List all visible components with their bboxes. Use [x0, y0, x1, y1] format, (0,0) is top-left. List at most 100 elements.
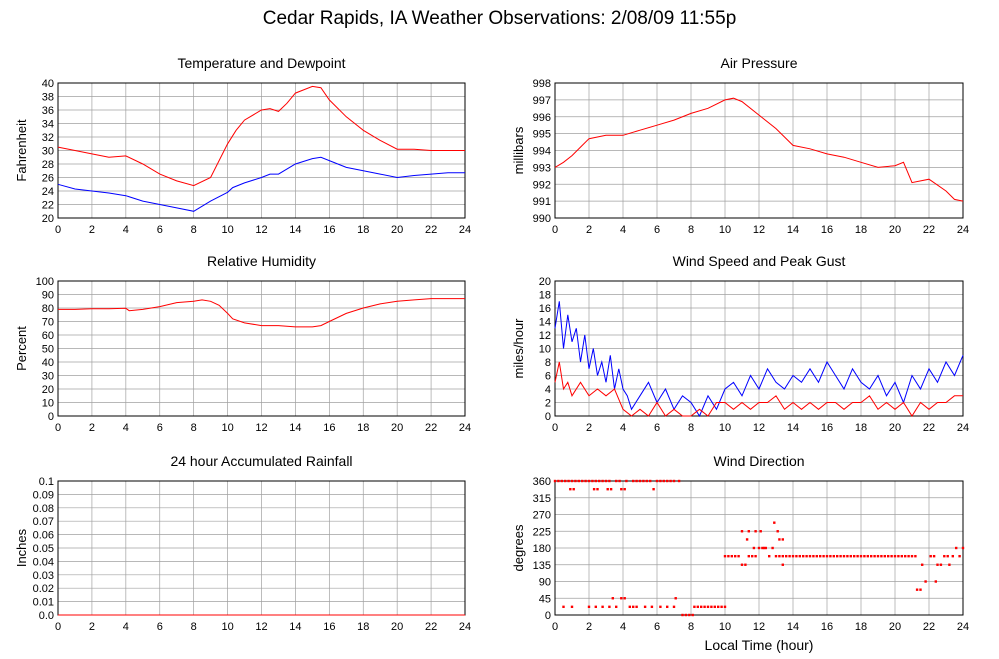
- y-tick-label: 26: [42, 173, 54, 185]
- data-point: [870, 554, 873, 558]
- data-point: [825, 554, 829, 558]
- y-tick-label: 10: [42, 398, 54, 410]
- data-point: [819, 554, 822, 558]
- data-point: [677, 479, 681, 483]
- x-tick-label: 22: [923, 422, 935, 434]
- y-tick-label: 994: [533, 146, 551, 158]
- x-tick-label: 0: [55, 621, 61, 633]
- y-tick-label: 40: [42, 78, 54, 90]
- y-tick-label: 0.06: [33, 530, 54, 542]
- data-point: [591, 479, 594, 483]
- y-tick-label: 90: [42, 290, 54, 302]
- x-tick-label: 18: [855, 621, 867, 633]
- series-line-0: [554, 97, 964, 202]
- data-point: [723, 605, 727, 609]
- y-tick-label: 18: [539, 290, 551, 302]
- data-point: [681, 613, 684, 617]
- chart-title: Wind Speed and Peak Gust: [673, 253, 846, 269]
- plot-frame: [554, 82, 964, 219]
- data-point: [587, 479, 591, 483]
- x-tick-label: 22: [425, 621, 437, 633]
- y-tick-label: 360: [533, 476, 551, 488]
- data-point: [948, 563, 951, 566]
- x-tick-label: 10: [719, 224, 731, 236]
- y-axis-label: millibars: [511, 126, 526, 174]
- data-point: [650, 605, 654, 609]
- x-tick-label: 24: [957, 224, 969, 236]
- x-tick-label: 10: [221, 422, 233, 434]
- x-tick-label: 16: [323, 224, 335, 236]
- x-tick-label: 24: [459, 422, 471, 434]
- data-point: [635, 479, 638, 483]
- data-point: [798, 554, 801, 558]
- data-point: [754, 530, 757, 533]
- chart-title: 24 hour Accumulated Rainfall: [170, 453, 352, 469]
- y-tick-label: 30: [42, 146, 54, 158]
- x-tick-label: 18: [855, 422, 867, 434]
- x-tick-label: 8: [688, 422, 694, 434]
- y-tick-label: 4: [545, 384, 551, 396]
- data-point: [795, 554, 798, 558]
- x-tick-label: 4: [123, 621, 129, 633]
- data-point: [688, 613, 691, 617]
- data-point: [652, 487, 655, 491]
- data-point: [727, 554, 730, 558]
- x-tick-label: 14: [289, 422, 301, 434]
- data-point: [594, 479, 597, 483]
- x-tick-label: 2: [89, 621, 95, 633]
- data-point: [808, 554, 812, 558]
- data-point: [876, 554, 880, 558]
- data-point: [751, 554, 754, 558]
- data-point: [625, 479, 628, 483]
- y-tick-label: 10: [539, 344, 551, 356]
- y-tick-label: 995: [533, 129, 551, 141]
- series-line-0: [57, 85, 465, 187]
- x-tick-label: 18: [357, 224, 369, 236]
- data-point: [745, 538, 749, 541]
- y-tick-label: 990: [533, 213, 551, 225]
- data-point: [604, 479, 608, 483]
- y-axis-label: miles/hour: [511, 318, 526, 379]
- x-tick-label: 0: [552, 224, 558, 236]
- x-tick-label: 6: [654, 422, 660, 434]
- y-tick-label: 100: [36, 276, 54, 288]
- data-point: [839, 554, 842, 558]
- y-tick-label: 135: [533, 560, 551, 572]
- y-tick-label: 180: [533, 543, 551, 555]
- data-point: [703, 605, 706, 609]
- y-tick-label: 315: [533, 493, 551, 505]
- y-tick-label: 24: [42, 186, 54, 198]
- data-point: [615, 479, 618, 483]
- data-point: [788, 554, 791, 558]
- data-point: [754, 554, 757, 558]
- x-tick-label: 20: [889, 422, 901, 434]
- data-point: [846, 554, 849, 558]
- y-tick-label: 14: [539, 317, 551, 329]
- x-tick-label: 18: [357, 621, 369, 633]
- data-point: [572, 487, 575, 491]
- x-tick-label: 12: [753, 422, 765, 434]
- data-point: [946, 554, 949, 558]
- data-point: [592, 487, 596, 491]
- data-point: [557, 479, 560, 483]
- x-tick-label: 4: [123, 422, 129, 434]
- data-point: [951, 554, 954, 558]
- data-point: [659, 479, 662, 483]
- y-tick-label: 0.07: [33, 516, 54, 528]
- data-point: [567, 479, 570, 483]
- data-point: [849, 554, 852, 558]
- x-tick-label: 12: [255, 621, 267, 633]
- x-axis-label: Local Time (hour): [705, 637, 814, 653]
- data-point: [887, 554, 890, 558]
- data-point: [939, 563, 943, 566]
- data-point: [761, 546, 764, 550]
- y-tick-label: 30: [42, 371, 54, 383]
- data-point: [717, 605, 720, 609]
- data-point: [620, 487, 623, 491]
- y-tick-label: 34: [42, 119, 54, 131]
- y-tick-label: 45: [539, 593, 551, 605]
- x-tick-label: 8: [191, 224, 197, 236]
